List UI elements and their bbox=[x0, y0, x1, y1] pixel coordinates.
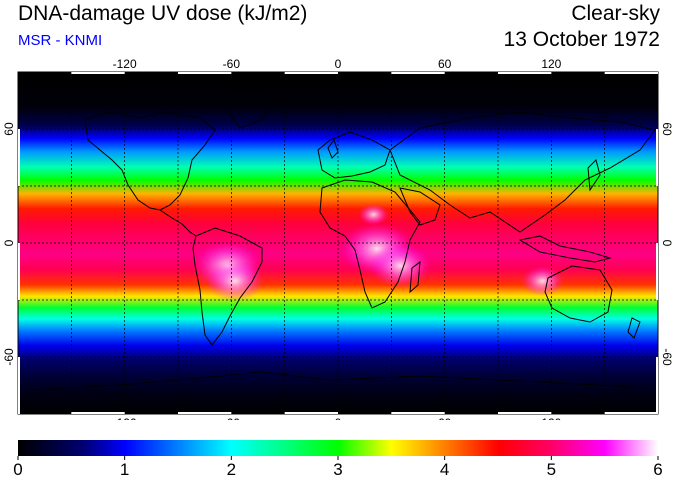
hotspot-layer bbox=[193, 203, 564, 302]
source-label: MSR - KNMI bbox=[18, 32, 103, 49]
hotspot-4 bbox=[358, 203, 389, 226]
lon-label-top: -120 bbox=[113, 57, 137, 71]
chart-title: DNA-damage UV dose (kJ/m2) bbox=[18, 2, 308, 25]
hotspot-5 bbox=[521, 266, 564, 296]
coastline-north-america bbox=[84, 111, 216, 211]
lon-label-top: -60 bbox=[223, 57, 241, 71]
lon-label-top: 120 bbox=[541, 57, 561, 71]
coastline-south-america bbox=[192, 227, 263, 346]
colorbar-tick-label: 0 bbox=[13, 460, 22, 479]
graticule bbox=[18, 72, 658, 414]
lon-label-bottom: -60 bbox=[223, 416, 241, 420]
lon-label-top: 0 bbox=[335, 57, 342, 71]
lon-label-top: 60 bbox=[438, 57, 452, 71]
longitude-bottom-labels: -120 -60 0 60 120 bbox=[113, 416, 562, 420]
lat-label-right: -60 bbox=[660, 348, 674, 366]
coastline-arabia bbox=[399, 187, 441, 226]
colorbar-tick-label: 1 bbox=[120, 460, 129, 479]
hotspot-3 bbox=[369, 243, 432, 288]
coastline-central-america bbox=[159, 209, 197, 237]
sky-condition-label: Clear-sky bbox=[571, 2, 660, 25]
colorbar-tick-label: 3 bbox=[333, 460, 342, 479]
colorbar-ticks: 0 1 2 3 4 5 6 bbox=[13, 456, 663, 479]
lon-label-bottom: 60 bbox=[438, 416, 452, 420]
latitude-right-labels: 60 0 -60 bbox=[660, 122, 674, 366]
lon-label-bottom: 0 bbox=[335, 416, 342, 420]
lon-label-bottom: 120 bbox=[541, 416, 561, 420]
coastline-japan bbox=[587, 159, 601, 192]
latitude-left-labels: 60 0 -60 bbox=[2, 122, 16, 366]
lat-label-right: 0 bbox=[660, 240, 674, 247]
colorbar-tick-label: 5 bbox=[547, 460, 556, 479]
coastline-greenland bbox=[224, 87, 276, 129]
colorbar-tick-label: 4 bbox=[440, 460, 449, 479]
lat-label-left: 0 bbox=[2, 239, 16, 246]
coastline-australia bbox=[544, 265, 613, 323]
frame-ticks bbox=[18, 72, 658, 414]
lon-label-bottom: -120 bbox=[113, 416, 137, 420]
coastline-antarctica bbox=[29, 371, 651, 391]
coastline-asia bbox=[389, 111, 656, 233]
longitude-top-labels: -120 -60 0 60 120 bbox=[113, 57, 562, 71]
uv-dose-map: -120 -60 0 60 120 -120 -60 0 60 120 60 0 -60 60 0 -6… bbox=[2, 57, 674, 420]
colorbar-tick-label: 6 bbox=[653, 460, 662, 479]
hotspot-1 bbox=[206, 260, 264, 302]
lat-label-left: -60 bbox=[2, 348, 16, 366]
date-label: 13 October 1972 bbox=[503, 28, 660, 51]
lat-label-left: 60 bbox=[2, 122, 16, 136]
colorbar-tick-label: 2 bbox=[227, 460, 236, 479]
coastline-europe bbox=[317, 131, 391, 179]
coastline-new-zealand bbox=[627, 317, 641, 339]
colorbar bbox=[18, 440, 658, 456]
coastline-madagascar bbox=[409, 260, 421, 294]
lat-label-right: 60 bbox=[660, 122, 674, 136]
coastline-indonesia bbox=[518, 235, 612, 263]
